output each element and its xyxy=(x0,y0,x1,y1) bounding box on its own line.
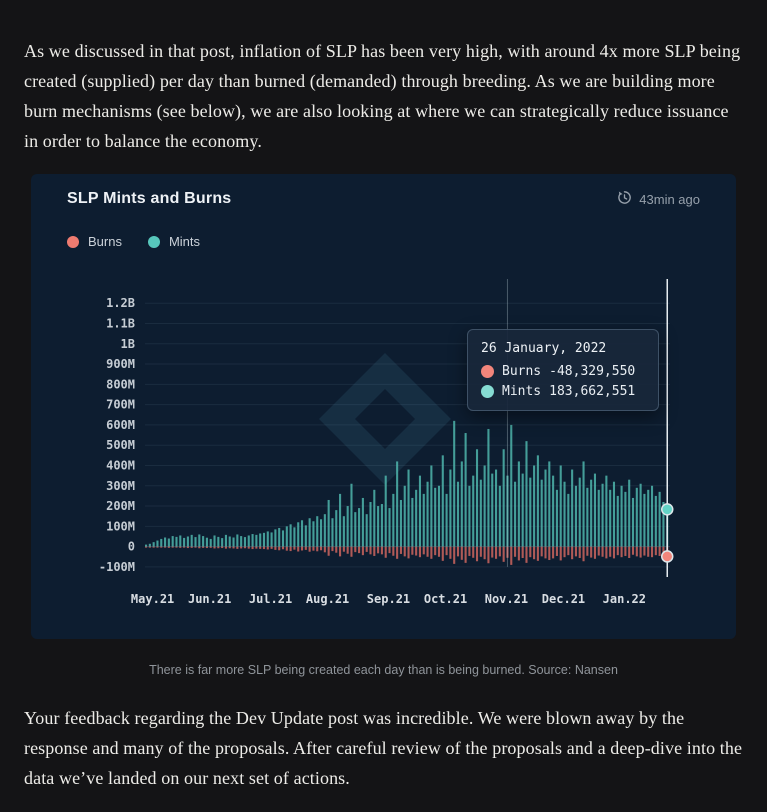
chart-legend: Burns Mints xyxy=(67,234,700,249)
svg-text:500M: 500M xyxy=(106,438,135,452)
svg-text:700M: 700M xyxy=(106,398,135,412)
legend-burns-label: Burns xyxy=(88,234,122,249)
refresh-clock-icon[interactable] xyxy=(617,190,632,208)
svg-text:200M: 200M xyxy=(106,499,135,513)
svg-text:1.1B: 1.1B xyxy=(106,316,135,330)
tooltip-date: 26 January, 2022 xyxy=(481,341,607,356)
svg-text:900M: 900M xyxy=(106,357,135,371)
svg-text:Sep.21: Sep.21 xyxy=(367,592,410,606)
tooltip-burns-label: Burns xyxy=(502,364,542,379)
tooltip-row-burns: Burns -48,329,550 xyxy=(481,364,645,379)
svg-text:600M: 600M xyxy=(106,418,135,432)
svg-text:Oct.21: Oct.21 xyxy=(424,592,467,606)
tooltip-row-mints: Mints 183,662,551 xyxy=(481,384,645,399)
mints-bars xyxy=(145,420,669,547)
chart-title: SLP Mints and Burns xyxy=(67,190,232,207)
tooltip-mints-value: 183,662,551 xyxy=(549,384,636,399)
svg-text:0: 0 xyxy=(128,540,135,554)
legend-item-burns[interactable]: Burns xyxy=(67,234,122,249)
burns-bars xyxy=(145,546,669,565)
intro-paragraph: As we discussed in that post, inflation … xyxy=(24,41,741,151)
burns-dot-icon xyxy=(67,235,79,248)
svg-text:Nov.21: Nov.21 xyxy=(485,592,528,606)
closing-paragraph: Your feedback regarding the Dev Update p… xyxy=(24,708,743,788)
watermark-logo xyxy=(319,353,451,485)
mints-burns-chart[interactable]: 1.2B 1.1B 1B 900M 800M 700M 600M 500M 400M 300M 20… xyxy=(67,277,700,617)
last-updated-label: 43min ago xyxy=(639,191,700,207)
page: As we discussed in that post, inflation … xyxy=(0,18,767,812)
legend-mints-label: Mints xyxy=(168,234,201,249)
chart-area: 1.2B 1.1B 1B 900M 800M 700M 600M 500M 400M 300M 20… xyxy=(67,277,700,617)
svg-text:Jan.22: Jan.22 xyxy=(603,592,646,606)
mints-dot-icon xyxy=(147,235,160,248)
svg-text:100M: 100M xyxy=(106,519,135,533)
svg-text:-100M: -100M xyxy=(99,560,135,574)
svg-text:May.21: May.21 xyxy=(131,592,174,606)
svg-text:Aug.21: Aug.21 xyxy=(306,592,349,606)
chart-card: SLP Mints and Burns 43min ago Burns xyxy=(31,174,736,639)
chart-tooltip: 26 January, 2022 Burns -48,329,550 Mints… xyxy=(467,329,659,411)
svg-text:400M: 400M xyxy=(106,458,135,472)
tooltip-burns-dot-icon xyxy=(481,365,494,378)
selected-mints-dot xyxy=(660,503,674,516)
tooltip-mints-label: Mints xyxy=(502,384,542,399)
figure-caption: There is far more SLP being created each… xyxy=(149,663,618,677)
svg-text:Jul.21: Jul.21 xyxy=(249,592,292,606)
chart-card-header: SLP Mints and Burns 43min ago xyxy=(67,190,700,208)
tooltip-mints-dot-icon xyxy=(481,385,494,398)
svg-text:Dec.21: Dec.21 xyxy=(542,592,585,606)
legend-item-mints[interactable]: Mints xyxy=(147,234,201,249)
svg-text:300M: 300M xyxy=(106,479,135,493)
svg-text:1.2B: 1.2B xyxy=(106,296,135,310)
svg-text:800M: 800M xyxy=(106,377,135,391)
svg-text:1B: 1B xyxy=(121,337,135,351)
last-updated: 43min ago xyxy=(617,190,700,208)
tooltip-burns-value: -48,329,550 xyxy=(549,364,636,379)
selected-burns-dot xyxy=(660,550,674,563)
svg-text:Jun.21: Jun.21 xyxy=(188,592,231,606)
